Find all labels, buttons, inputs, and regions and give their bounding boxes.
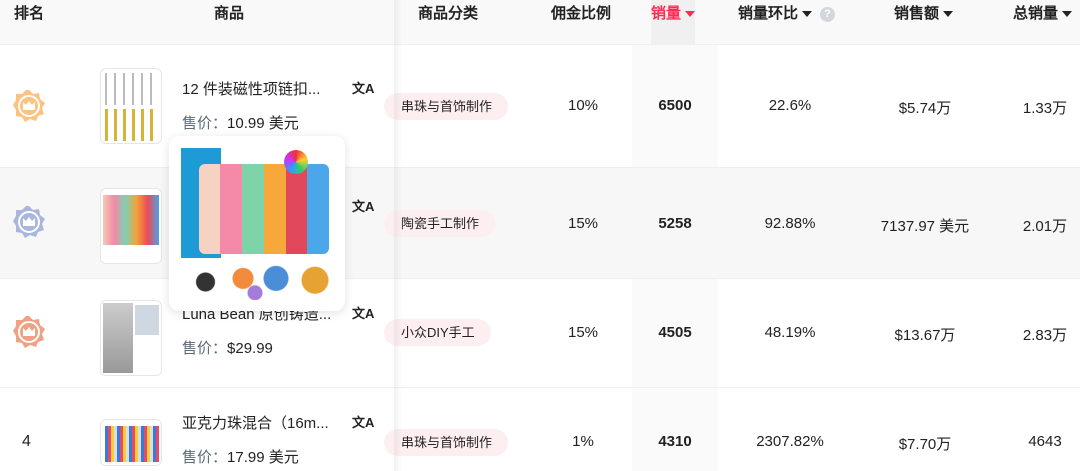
sales-value: 6500: [658, 97, 692, 114]
header-rank: 排名: [14, 5, 45, 22]
table-row[interactable]: 12 件装磁性项链扣... 文A 售价：10.99 美元 串珠与首饰制作 10%…: [0, 45, 1080, 168]
translate-icon[interactable]: 文A: [352, 199, 375, 214]
product-image-preview: [169, 136, 345, 311]
revenue-value: $5.74万: [898, 100, 952, 117]
sort-caret-icon: [1062, 11, 1073, 18]
sales-value: 5258: [658, 215, 692, 232]
header-product: 商品: [214, 5, 245, 22]
gold-crown-badge-icon: [13, 90, 45, 122]
product-title[interactable]: 12 件装磁性项链扣...: [182, 81, 321, 98]
revenue-value: $7.70万: [898, 436, 952, 453]
category-tag: 陶瓷手工制作: [384, 210, 496, 237]
header-total-sales-label: 总销量: [1013, 5, 1059, 22]
commission-value: 10%: [567, 97, 599, 114]
category-tag: 小众DIY手工: [384, 319, 491, 346]
category-tag: 串珠与首饰制作: [384, 429, 509, 456]
sales-change-value: 2307.82%: [756, 433, 824, 450]
sort-caret-icon: [943, 11, 954, 18]
bronze-crown-badge-icon: [13, 316, 45, 348]
sales-value: 4505: [658, 324, 692, 341]
sort-caret-icon: [802, 11, 813, 18]
table-row[interactable]: 文A 陶瓷手工制作 15% 5258 92.88% 7137.97 美元 2.0…: [0, 168, 1080, 279]
header-revenue-label: 销售额: [894, 5, 940, 22]
total-sales-value: 2.83万: [1022, 327, 1068, 344]
help-icon[interactable]: ?: [820, 6, 836, 22]
header-commission: 佣金比例: [551, 5, 612, 22]
sales-change-value: 92.88%: [764, 215, 816, 232]
header-sales-sort[interactable]: 销量: [651, 0, 696, 45]
product-thumbnail[interactable]: [100, 68, 162, 144]
translate-icon[interactable]: 文A: [352, 306, 375, 321]
product-thumbnail[interactable]: [100, 419, 162, 466]
translate-icon[interactable]: 文A: [352, 81, 375, 96]
commission-value: 15%: [567, 324, 599, 341]
commission-value: 15%: [567, 215, 599, 232]
sort-caret-icon: [685, 11, 696, 18]
table-row[interactable]: 4 亚克力珠混合（16m... 文A 售价：17.99 美元 串珠与首饰制作 1…: [0, 388, 1080, 471]
total-sales-value: 1.33万: [1022, 100, 1068, 117]
table-row[interactable]: Luna Bean 原创铸造... 文A 售价：$29.99 小众DIY手工 1…: [0, 279, 1080, 388]
header-sales-label: 销量: [651, 5, 682, 22]
sales-change-value: 48.19%: [764, 324, 816, 341]
commission-value: 1%: [572, 433, 594, 450]
header-revenue-sort[interactable]: 销售额: [894, 0, 954, 45]
sales-value: 4310: [658, 433, 692, 450]
product-price: 售价：10.99 美元: [182, 115, 299, 132]
header-total-sales-sort[interactable]: 总销量: [1013, 0, 1073, 45]
silver-crown-badge-icon: [13, 206, 45, 238]
header-sales-change-sort[interactable]: 销量环比?: [738, 0, 836, 45]
sales-change-value: 22.6%: [768, 97, 812, 114]
product-price: 售价：$29.99: [182, 340, 273, 357]
header-sales-change-label: 销量环比: [738, 5, 799, 22]
total-sales-value: 2.01万: [1022, 218, 1068, 235]
table-header: 排名 商品 商品分类 佣金比例 销量 销量环比? 销售额 总销量: [0, 0, 1080, 45]
product-price: 售价：17.99 美元: [182, 449, 299, 466]
translate-icon[interactable]: 文A: [352, 415, 375, 430]
frozen-column-shadow: [394, 0, 402, 471]
revenue-value: $13.67万: [894, 327, 956, 344]
product-title[interactable]: 亚克力珠混合（16m...: [182, 415, 329, 432]
product-thumbnail[interactable]: [100, 188, 162, 264]
header-category: 商品分类: [418, 5, 479, 22]
total-sales-value: 4643: [1028, 433, 1062, 450]
category-tag: 串珠与首饰制作: [384, 93, 509, 120]
rank-number: 4: [22, 433, 31, 450]
revenue-value: 7137.97 美元: [880, 218, 970, 235]
product-thumbnail[interactable]: [100, 300, 162, 376]
